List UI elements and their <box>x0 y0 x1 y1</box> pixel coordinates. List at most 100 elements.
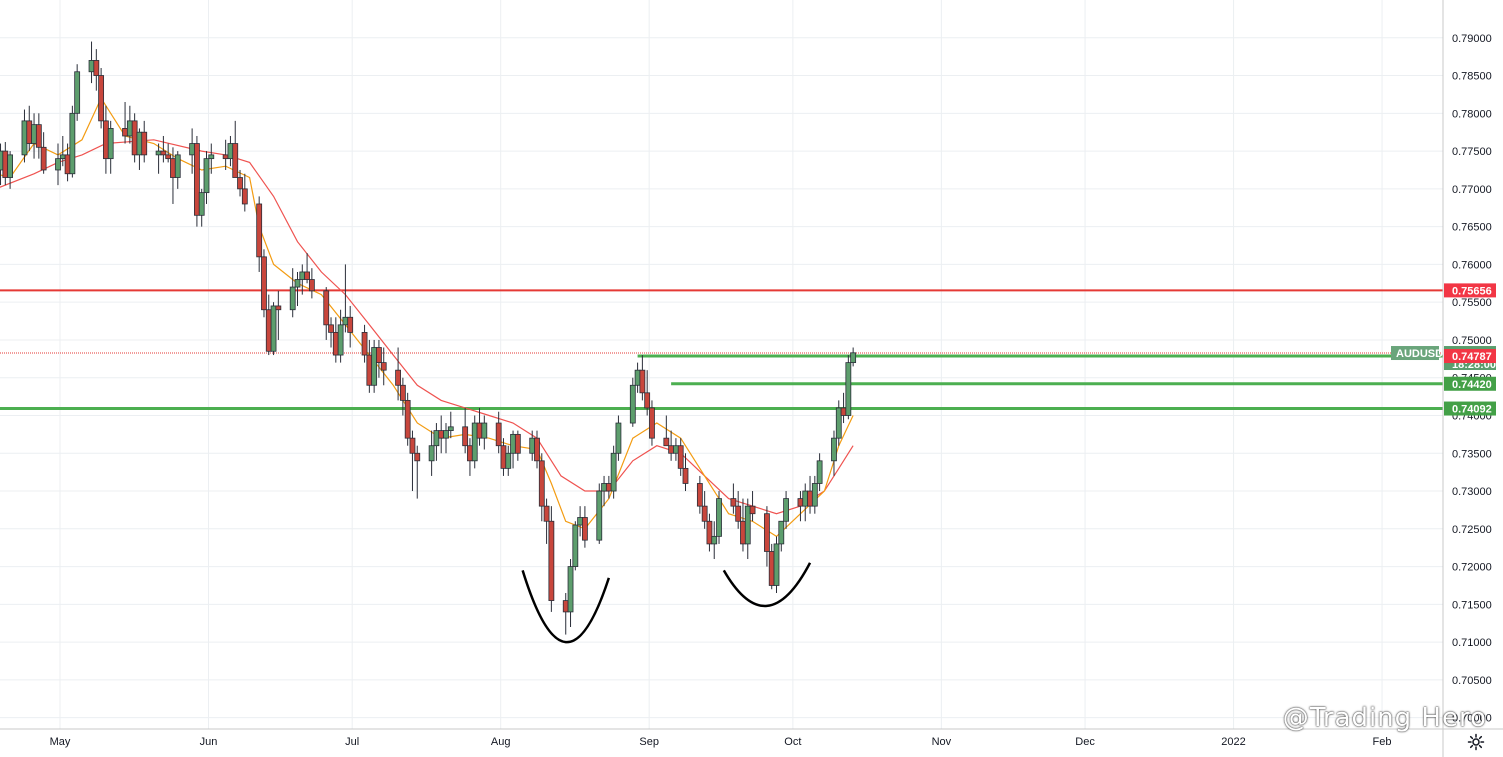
candle <box>831 430 837 476</box>
candle-body <box>55 158 61 171</box>
y-tick-label: 0.77500 <box>1452 146 1492 158</box>
candle-body <box>222 154 229 160</box>
candle-body <box>265 309 272 352</box>
candle-body <box>567 566 574 613</box>
candle-body <box>582 517 588 541</box>
candle-body <box>203 158 210 194</box>
candle <box>668 430 675 461</box>
candle-body <box>596 490 603 541</box>
candle-body <box>529 437 536 454</box>
candle-body <box>677 445 684 469</box>
candle-body <box>261 256 267 311</box>
candle <box>160 135 167 163</box>
candle-body <box>749 505 756 515</box>
candle-body <box>7 154 13 178</box>
y-tick-label: 0.73000 <box>1452 486 1492 498</box>
candle <box>141 120 148 163</box>
candle-body <box>409 437 416 454</box>
candle <box>98 67 105 129</box>
candle-body <box>629 384 636 424</box>
candle-body <box>538 460 545 507</box>
candle <box>347 305 354 348</box>
candle-body <box>126 120 133 137</box>
candle-body <box>831 437 837 462</box>
candle <box>270 302 277 356</box>
candle-body <box>122 128 128 137</box>
candle-body <box>308 279 315 292</box>
candle <box>701 491 708 529</box>
candle <box>227 135 234 167</box>
candle-body <box>663 437 670 447</box>
candle <box>696 475 703 514</box>
candle <box>543 498 550 544</box>
candle-body <box>136 131 143 156</box>
candle-body <box>194 143 200 216</box>
candle <box>2 142 9 186</box>
y-tick-label: 0.70500 <box>1452 675 1492 687</box>
candle <box>88 41 95 84</box>
candle <box>103 105 109 174</box>
candle-body <box>414 452 421 462</box>
candle-body <box>850 352 857 364</box>
candle <box>730 483 737 514</box>
candle <box>443 423 449 454</box>
candle-body <box>155 150 162 156</box>
candle <box>256 196 263 272</box>
candle <box>428 430 435 476</box>
candle-body <box>711 535 718 545</box>
price-tag-resistance: 0.75656 <box>1452 285 1492 297</box>
candle <box>740 498 746 552</box>
candle-body <box>610 452 617 492</box>
ma-red-line <box>0 139 854 515</box>
candle-body <box>811 483 818 507</box>
candle <box>644 370 651 416</box>
candle-body <box>696 483 703 507</box>
x-tick-label: Nov <box>932 736 952 748</box>
price-tag-support-1: 0.74787 <box>1452 351 1492 363</box>
candle <box>21 109 28 163</box>
y-tick-label: 0.73500 <box>1452 448 1492 460</box>
candle <box>677 438 684 476</box>
candle <box>514 430 521 461</box>
candle <box>35 113 42 159</box>
candle <box>332 317 339 363</box>
candle-body <box>649 407 655 439</box>
candle-body <box>170 158 176 178</box>
price-tag-resistance-bg <box>1444 283 1496 298</box>
horizontal-levels <box>0 289 1443 411</box>
candle <box>548 506 555 612</box>
candle <box>31 113 37 159</box>
candle-body <box>98 75 105 122</box>
candle-body <box>361 331 368 356</box>
candle-body <box>69 112 76 175</box>
ma-orange-line <box>0 96 854 538</box>
candle <box>74 64 81 121</box>
y-tick-label: 0.77000 <box>1452 184 1492 196</box>
candle <box>404 392 411 446</box>
y-tick-label: 0.78500 <box>1452 71 1492 83</box>
pattern-arcs <box>521 562 812 644</box>
candle <box>189 128 196 174</box>
candle <box>261 249 267 318</box>
time-axis[interactable]: May Jun Jul Aug Sep Oct Nov Dec 2022 Feb <box>50 736 1392 748</box>
candle <box>634 362 641 393</box>
candle <box>744 498 751 560</box>
candle <box>237 169 243 197</box>
candle-body <box>773 543 780 586</box>
symbol-tag-bg <box>1391 346 1439 361</box>
candle <box>802 483 809 522</box>
y-tick-label: 0.78000 <box>1452 108 1492 120</box>
candle-body <box>399 384 406 401</box>
candle <box>615 415 622 461</box>
candle <box>538 453 545 522</box>
price-tag-support-3: 0.74092 <box>1452 404 1492 416</box>
candle <box>170 147 176 204</box>
candle-body <box>447 426 454 432</box>
candle-body <box>289 286 296 311</box>
candle-body <box>601 483 607 492</box>
candle <box>174 151 181 189</box>
y-tick-label: 0.76500 <box>1452 222 1492 234</box>
candle-body <box>26 120 33 144</box>
gear-icon[interactable] <box>1467 733 1485 751</box>
